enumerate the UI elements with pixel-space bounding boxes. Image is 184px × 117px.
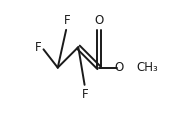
Text: F: F <box>63 14 70 27</box>
Text: CH₃: CH₃ <box>137 61 158 74</box>
Text: O: O <box>115 61 124 74</box>
Text: F: F <box>82 88 89 101</box>
Text: F: F <box>35 41 42 54</box>
Text: O: O <box>94 14 103 27</box>
